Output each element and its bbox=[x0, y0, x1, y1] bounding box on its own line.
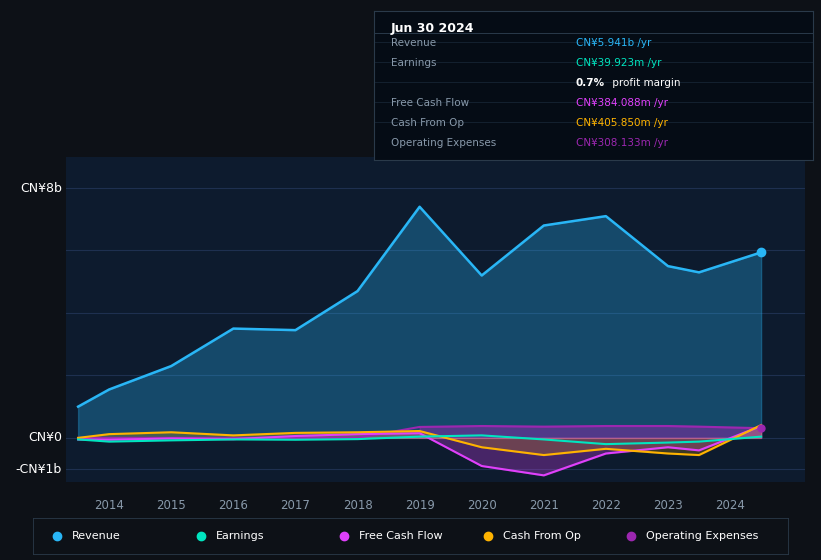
Text: CN¥405.850m /yr: CN¥405.850m /yr bbox=[576, 118, 667, 128]
Text: Cash From Op: Cash From Op bbox=[391, 118, 464, 128]
Text: 0.7%: 0.7% bbox=[576, 78, 605, 88]
Text: CN¥39.923m /yr: CN¥39.923m /yr bbox=[576, 58, 661, 68]
Text: 2016: 2016 bbox=[218, 500, 248, 512]
Text: 2021: 2021 bbox=[529, 500, 559, 512]
Text: Revenue: Revenue bbox=[72, 531, 121, 541]
Text: Free Cash Flow: Free Cash Flow bbox=[359, 531, 443, 541]
Text: Earnings: Earnings bbox=[216, 531, 264, 541]
Text: CN¥5.941b /yr: CN¥5.941b /yr bbox=[576, 38, 651, 48]
Text: 2015: 2015 bbox=[156, 500, 186, 512]
Text: 2018: 2018 bbox=[342, 500, 373, 512]
Text: Operating Expenses: Operating Expenses bbox=[391, 138, 497, 148]
Text: CN¥384.088m /yr: CN¥384.088m /yr bbox=[576, 98, 667, 108]
Text: Earnings: Earnings bbox=[391, 58, 437, 68]
Text: 2017: 2017 bbox=[281, 500, 310, 512]
Text: 2023: 2023 bbox=[653, 500, 683, 512]
Text: 2024: 2024 bbox=[715, 500, 745, 512]
Text: Revenue: Revenue bbox=[391, 38, 436, 48]
Text: 2014: 2014 bbox=[94, 500, 124, 512]
Text: 2022: 2022 bbox=[591, 500, 621, 512]
Text: Free Cash Flow: Free Cash Flow bbox=[391, 98, 470, 108]
Text: CN¥0: CN¥0 bbox=[28, 431, 62, 445]
Text: CN¥308.133m /yr: CN¥308.133m /yr bbox=[576, 138, 667, 148]
Text: 2020: 2020 bbox=[467, 500, 497, 512]
Text: -CN¥1b: -CN¥1b bbox=[16, 463, 62, 475]
Text: 2019: 2019 bbox=[405, 500, 434, 512]
Text: Operating Expenses: Operating Expenses bbox=[646, 531, 759, 541]
Text: Jun 30 2024: Jun 30 2024 bbox=[391, 22, 475, 35]
Text: profit margin: profit margin bbox=[608, 78, 680, 88]
Text: CN¥8b: CN¥8b bbox=[20, 181, 62, 194]
Text: Cash From Op: Cash From Op bbox=[502, 531, 580, 541]
